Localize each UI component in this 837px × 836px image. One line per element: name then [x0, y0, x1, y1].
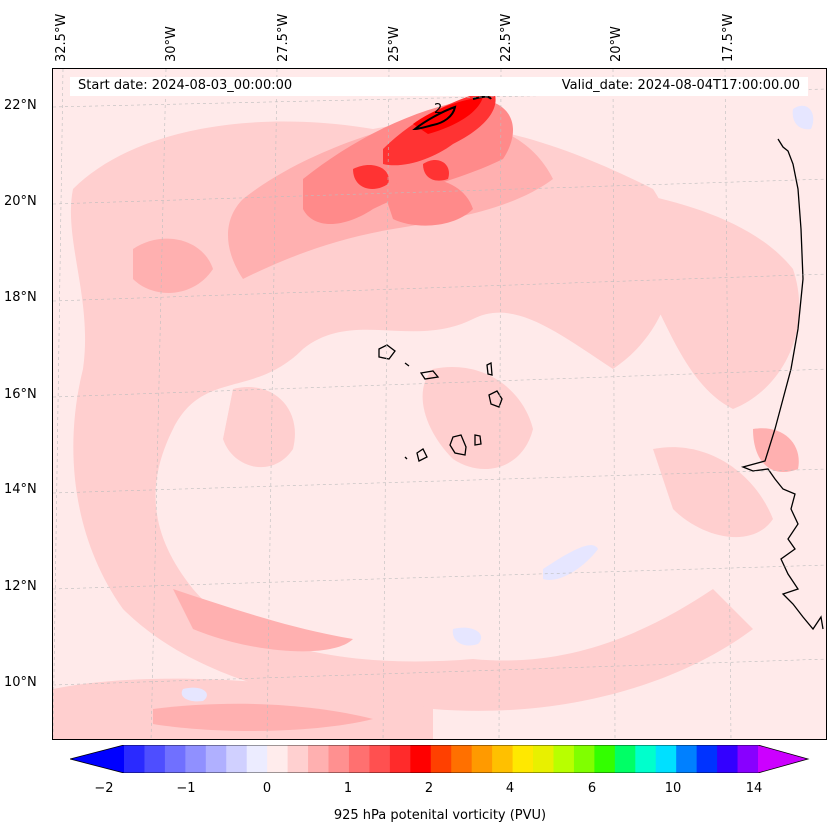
lon-label: 25°W: [387, 26, 402, 62]
graticule: [53, 69, 826, 739]
africa-coastline: [740, 138, 824, 631]
colorbar-segment: [614, 745, 636, 773]
colorbar-tick-label: 2: [424, 781, 434, 796]
colorbar-segment: [226, 745, 248, 773]
colorbar-tick-label: 10: [664, 781, 682, 796]
colorbar-title: 925 hPa potenital vorticity (PVU): [333, 808, 547, 823]
colorbar-segment: [369, 745, 391, 773]
colorbar-segment: [144, 745, 166, 773]
colorbar-segment: [737, 745, 759, 773]
colorbar-segment: [246, 745, 268, 773]
colorbar-segment: [492, 745, 514, 773]
map-panel: 2: [52, 68, 827, 740]
lon-label: 20°W: [609, 26, 624, 62]
lat-label: 12°N: [4, 579, 37, 594]
colorbar-tick-label: 4: [505, 781, 515, 796]
colorbar-segment: [594, 745, 616, 773]
colorbar-extend-min: [70, 745, 124, 773]
pv-contour-negative: [181, 105, 814, 702]
lon-label: 22.5°W: [499, 13, 514, 62]
colorbar-tick-label: 0: [262, 781, 272, 796]
colorbar-segment: [471, 745, 493, 773]
lon-label: 30°W: [164, 26, 179, 62]
pv-field: 2: [53, 69, 826, 739]
colorbar-segment: [185, 745, 207, 773]
colorbar-tick-label: −1: [176, 781, 196, 796]
lon-label: 27.5°W: [276, 13, 291, 62]
colorbar-extend-max: [758, 745, 808, 773]
colorbar-segment: [308, 745, 330, 773]
colorbar-tick-label: −2: [94, 781, 114, 796]
start-date: Start date: 2024-08-03_00:00:00: [78, 78, 293, 93]
lat-label: 20°N: [4, 194, 37, 209]
colorbar: [70, 745, 810, 773]
colorbar-tick-label: 6: [587, 781, 597, 796]
info-bar: Start date: 2024-08-03_00:00:00 Valid_da…: [70, 77, 808, 96]
colorbar-segment: [553, 745, 575, 773]
colorbar-segment: [410, 745, 432, 773]
cape-verde-islands: [378, 344, 503, 462]
colorbar-segment: [676, 745, 698, 773]
colorbar-segment: [267, 745, 289, 773]
contour-label: 2: [434, 102, 442, 117]
colorbar-segment: [533, 745, 554, 773]
colorbar-tick-label: 1: [343, 781, 353, 796]
colorbar-segment: [696, 745, 718, 773]
colorbar-segment: [655, 745, 677, 773]
colorbar-segment: [124, 745, 145, 773]
lat-label: 10°N: [4, 675, 37, 690]
colorbar-segment: [430, 745, 452, 773]
colorbar-tick-label: 14: [745, 781, 763, 796]
valid-date: Valid_date: 2024-08-04T17:00:00.00: [561, 78, 800, 93]
lat-label: 16°N: [4, 387, 37, 402]
colorbar-segment: [389, 745, 411, 773]
lon-label: 17.5°W: [721, 13, 736, 62]
colorbar-segment: [512, 745, 534, 773]
pv-2-contour: [412, 95, 492, 131]
colorbar-segment: [451, 745, 473, 773]
colorbar-segment: [573, 745, 595, 773]
colorbar-outline: [70, 745, 810, 773]
colorbar-segment: [205, 745, 227, 773]
colorbar-segment: [287, 745, 309, 773]
lat-label: 22°N: [4, 98, 37, 113]
lat-label: 18°N: [4, 290, 37, 305]
colorbar-segment: [717, 745, 739, 773]
colorbar-segment: [348, 745, 370, 773]
colorbar-segment: [164, 745, 186, 773]
colorbar-segment: [635, 745, 657, 773]
lon-label: 32.5°W: [54, 13, 69, 62]
lat-label: 14°N: [4, 482, 37, 497]
colorbar-segment: [328, 745, 350, 773]
